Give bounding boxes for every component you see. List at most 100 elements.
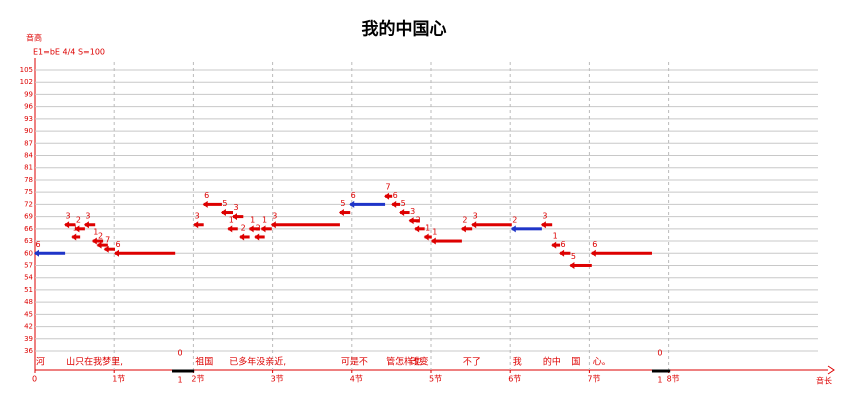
rest-sub: 1 xyxy=(177,376,182,385)
note-head xyxy=(430,237,436,245)
note-label: 3 xyxy=(195,211,200,220)
x-tick-label: 1节 xyxy=(112,375,125,384)
note-head xyxy=(460,225,466,233)
note-bar xyxy=(350,202,386,206)
note-head xyxy=(408,217,414,225)
note-head xyxy=(103,245,109,253)
lyric: 山只在我梦里, xyxy=(66,356,123,368)
note-head xyxy=(74,225,80,233)
note-bar xyxy=(194,223,204,227)
note-label: 2 xyxy=(416,215,421,224)
note-label: 6 xyxy=(592,240,597,249)
note-bar xyxy=(97,243,108,247)
note-bar xyxy=(233,215,244,219)
note-bar xyxy=(591,251,652,255)
lyric: 心。 xyxy=(593,357,611,368)
note-head xyxy=(254,233,260,241)
note-bar xyxy=(203,202,222,206)
note-label: 6 xyxy=(393,191,398,200)
y-tick-label: 90 xyxy=(24,127,33,135)
x-tick-label: 3节 xyxy=(271,375,284,384)
note-head xyxy=(559,249,565,257)
y-tick-label: 36 xyxy=(24,347,33,355)
y-tick-label: 96 xyxy=(24,103,33,111)
y-tick-label: 63 xyxy=(24,237,33,245)
note-bar xyxy=(240,235,250,239)
note-label: 3 xyxy=(542,211,547,220)
note-bar xyxy=(249,227,260,231)
note-label: 1 xyxy=(553,232,558,241)
note-bar xyxy=(409,219,420,223)
lyric: 改变 xyxy=(411,356,429,368)
note-bar xyxy=(511,227,542,231)
note-head xyxy=(260,225,266,233)
x-tick-label: 2节 xyxy=(191,375,204,384)
note-label: 1 xyxy=(250,215,255,224)
note-head xyxy=(510,225,516,233)
y-tick-label: 39 xyxy=(24,335,33,343)
note-label: 2 xyxy=(241,223,246,232)
note-label: 2 xyxy=(512,215,517,224)
y-tick-label: 75 xyxy=(24,188,33,196)
y-tick-label: 78 xyxy=(24,176,33,184)
y-tick-label: 72 xyxy=(24,200,33,208)
note-label: 6 xyxy=(35,240,40,249)
note-head xyxy=(71,233,77,241)
note-label: 5 xyxy=(401,199,406,208)
note-head xyxy=(423,233,429,241)
note-bar xyxy=(472,223,512,227)
y-axis-label: 音高 xyxy=(26,33,42,43)
note-label: 7 xyxy=(105,236,110,245)
note-label: 1 xyxy=(73,223,78,232)
x-axis-arrow xyxy=(827,365,835,375)
note-label: 6 xyxy=(204,191,209,200)
x-tick-label: 4节 xyxy=(350,375,363,384)
note-bar xyxy=(560,251,571,255)
note-label: 5 xyxy=(340,199,345,208)
note-bar xyxy=(84,223,96,227)
lyric: 国 xyxy=(571,357,580,368)
y-tick-label: 54 xyxy=(24,274,33,282)
note-label: 2 xyxy=(76,215,81,224)
note-bar xyxy=(92,239,104,243)
chart-title: 我的中国心 xyxy=(362,19,447,40)
y-tick-label: 84 xyxy=(24,152,33,160)
note-label: 3 xyxy=(66,211,71,220)
note-head xyxy=(113,249,119,257)
note-head xyxy=(64,221,70,229)
lyric: 管怎样也 xyxy=(386,356,422,368)
y-tick-label: 42 xyxy=(24,323,33,331)
note-bar xyxy=(228,227,238,231)
note-label: 7 xyxy=(386,183,391,192)
y-tick-label: 48 xyxy=(24,298,33,306)
y-tick-label: 66 xyxy=(24,225,33,233)
note-bar xyxy=(541,223,553,227)
note-bar xyxy=(221,211,233,215)
note-bar xyxy=(261,227,272,231)
note-head xyxy=(239,233,245,241)
note-head xyxy=(384,192,390,200)
note-label: 1 xyxy=(425,223,430,232)
note-head xyxy=(399,209,405,217)
note-head xyxy=(227,225,233,233)
note-head xyxy=(91,237,97,245)
y-tick-label: 69 xyxy=(24,213,33,221)
x-tick-label: 7节 xyxy=(587,375,600,384)
note-label: 2 xyxy=(98,232,103,241)
lyric: 可是不 xyxy=(341,357,368,368)
note-label: 3 xyxy=(85,211,90,220)
note-head xyxy=(96,241,102,249)
subtitle: E1=bE 4/4 S=100 xyxy=(33,48,105,57)
y-tick-label: 102 xyxy=(20,78,33,86)
note-bar xyxy=(35,251,66,255)
note-bar xyxy=(431,239,462,243)
note-head xyxy=(193,221,199,229)
note-label: 3 xyxy=(233,203,238,212)
lyric: 已多年没亲近, xyxy=(229,356,286,368)
note-label: 6 xyxy=(351,191,356,200)
note-bar xyxy=(339,211,351,215)
note-label: 1 xyxy=(262,215,267,224)
y-tick-label: 99 xyxy=(24,90,33,98)
note-head xyxy=(569,261,575,269)
note-label: 3 xyxy=(410,207,415,216)
